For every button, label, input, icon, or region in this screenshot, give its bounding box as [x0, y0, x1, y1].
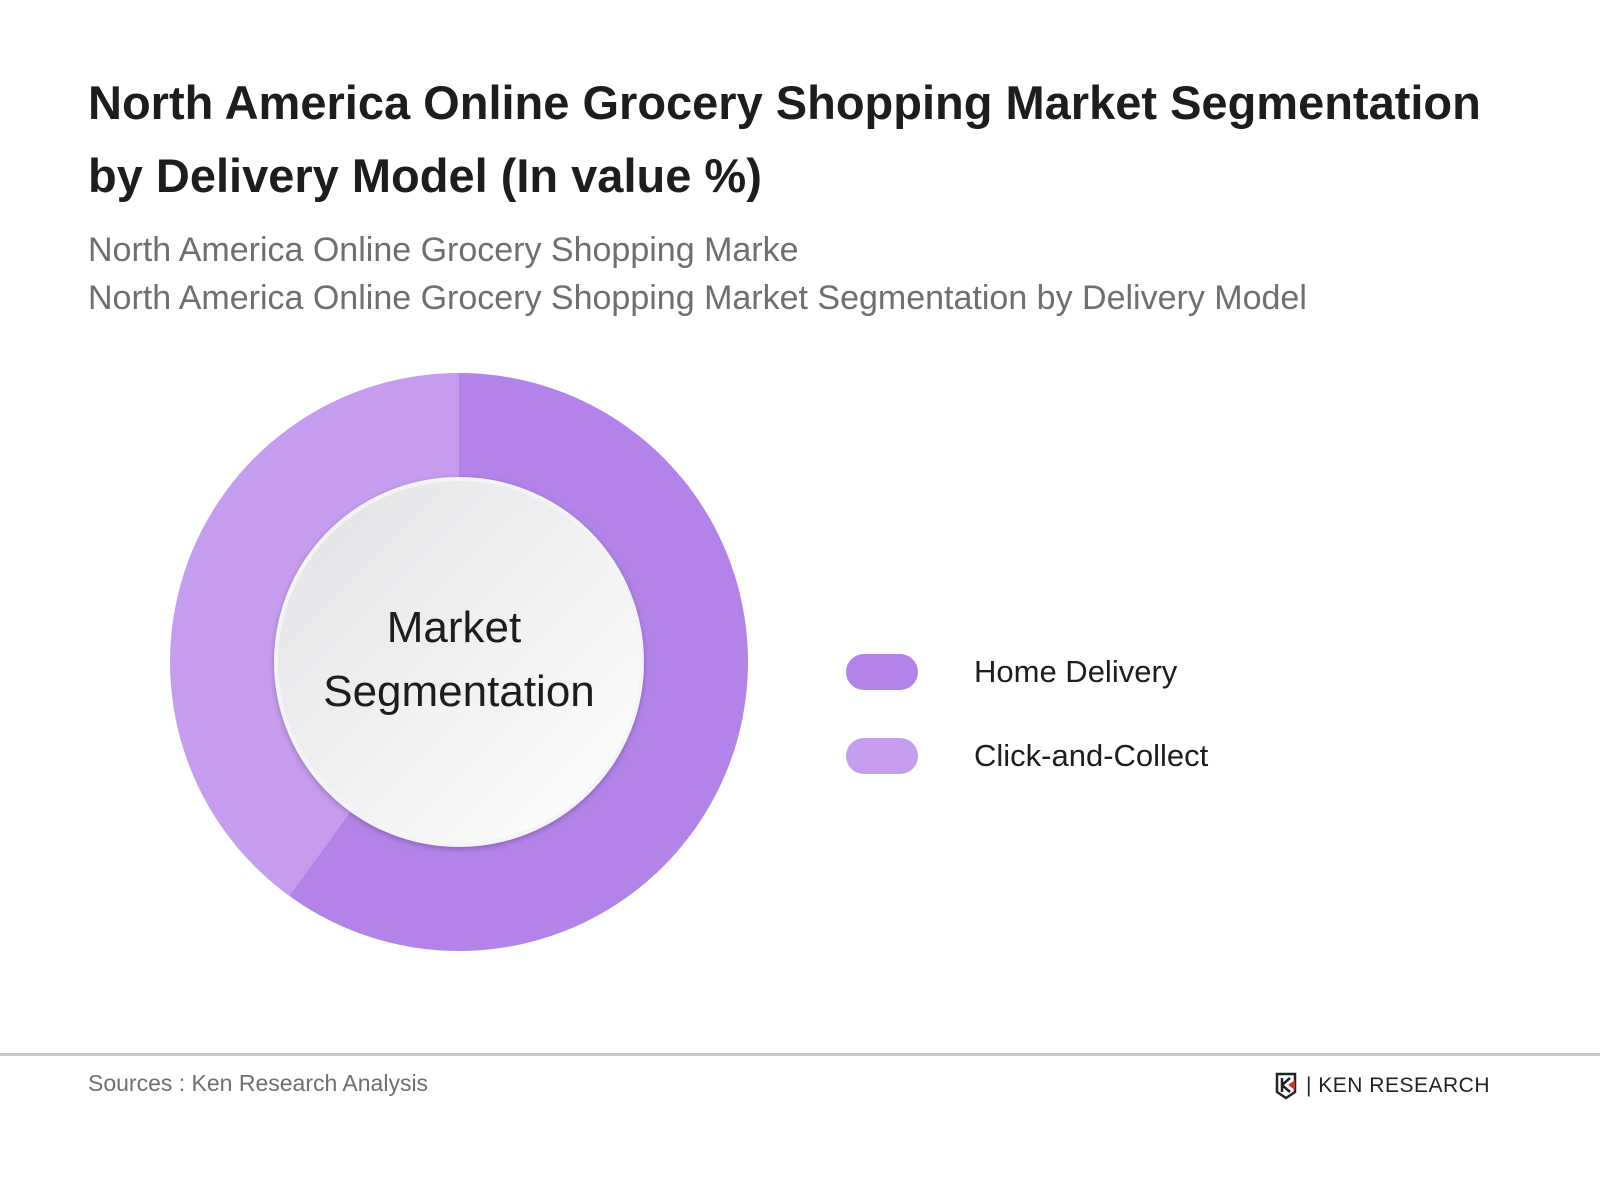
ken-research-logo: | KEN RESEARCH	[1274, 1072, 1490, 1100]
legend-item-click-and-collect: Click-and-Collect	[846, 714, 1208, 798]
center-label-line: Market	[387, 603, 521, 652]
legend: Home Delivery Click-and-Collect	[846, 630, 1208, 798]
legend-swatch	[846, 738, 918, 774]
chart-subtitle: North America Online Grocery Shopping Ma…	[88, 226, 1307, 322]
chart-title: North America Online Grocery Shopping Ma…	[88, 76, 1481, 202]
footer-divider	[0, 1053, 1600, 1056]
source-note: Sources : Ken Research Analysis	[88, 1070, 429, 1096]
subtitle-line: North America Online Grocery Shopping Ma…	[88, 231, 799, 269]
legend-item-home-delivery: Home Delivery	[846, 630, 1208, 714]
donut-chart: Market Segmentation	[170, 373, 748, 951]
center-label-line: Segmentation	[323, 667, 595, 716]
ken-logo-icon	[1275, 1072, 1297, 1100]
legend-label: Home Delivery	[974, 654, 1178, 689]
subtitle-line: North America Online Grocery Shopping Ma…	[88, 279, 1307, 317]
logo-text: | KEN RESEARCH	[1306, 1074, 1490, 1097]
legend-swatch	[846, 654, 918, 690]
donut-center	[274, 477, 644, 847]
legend-label: Click-and-Collect	[974, 738, 1209, 773]
